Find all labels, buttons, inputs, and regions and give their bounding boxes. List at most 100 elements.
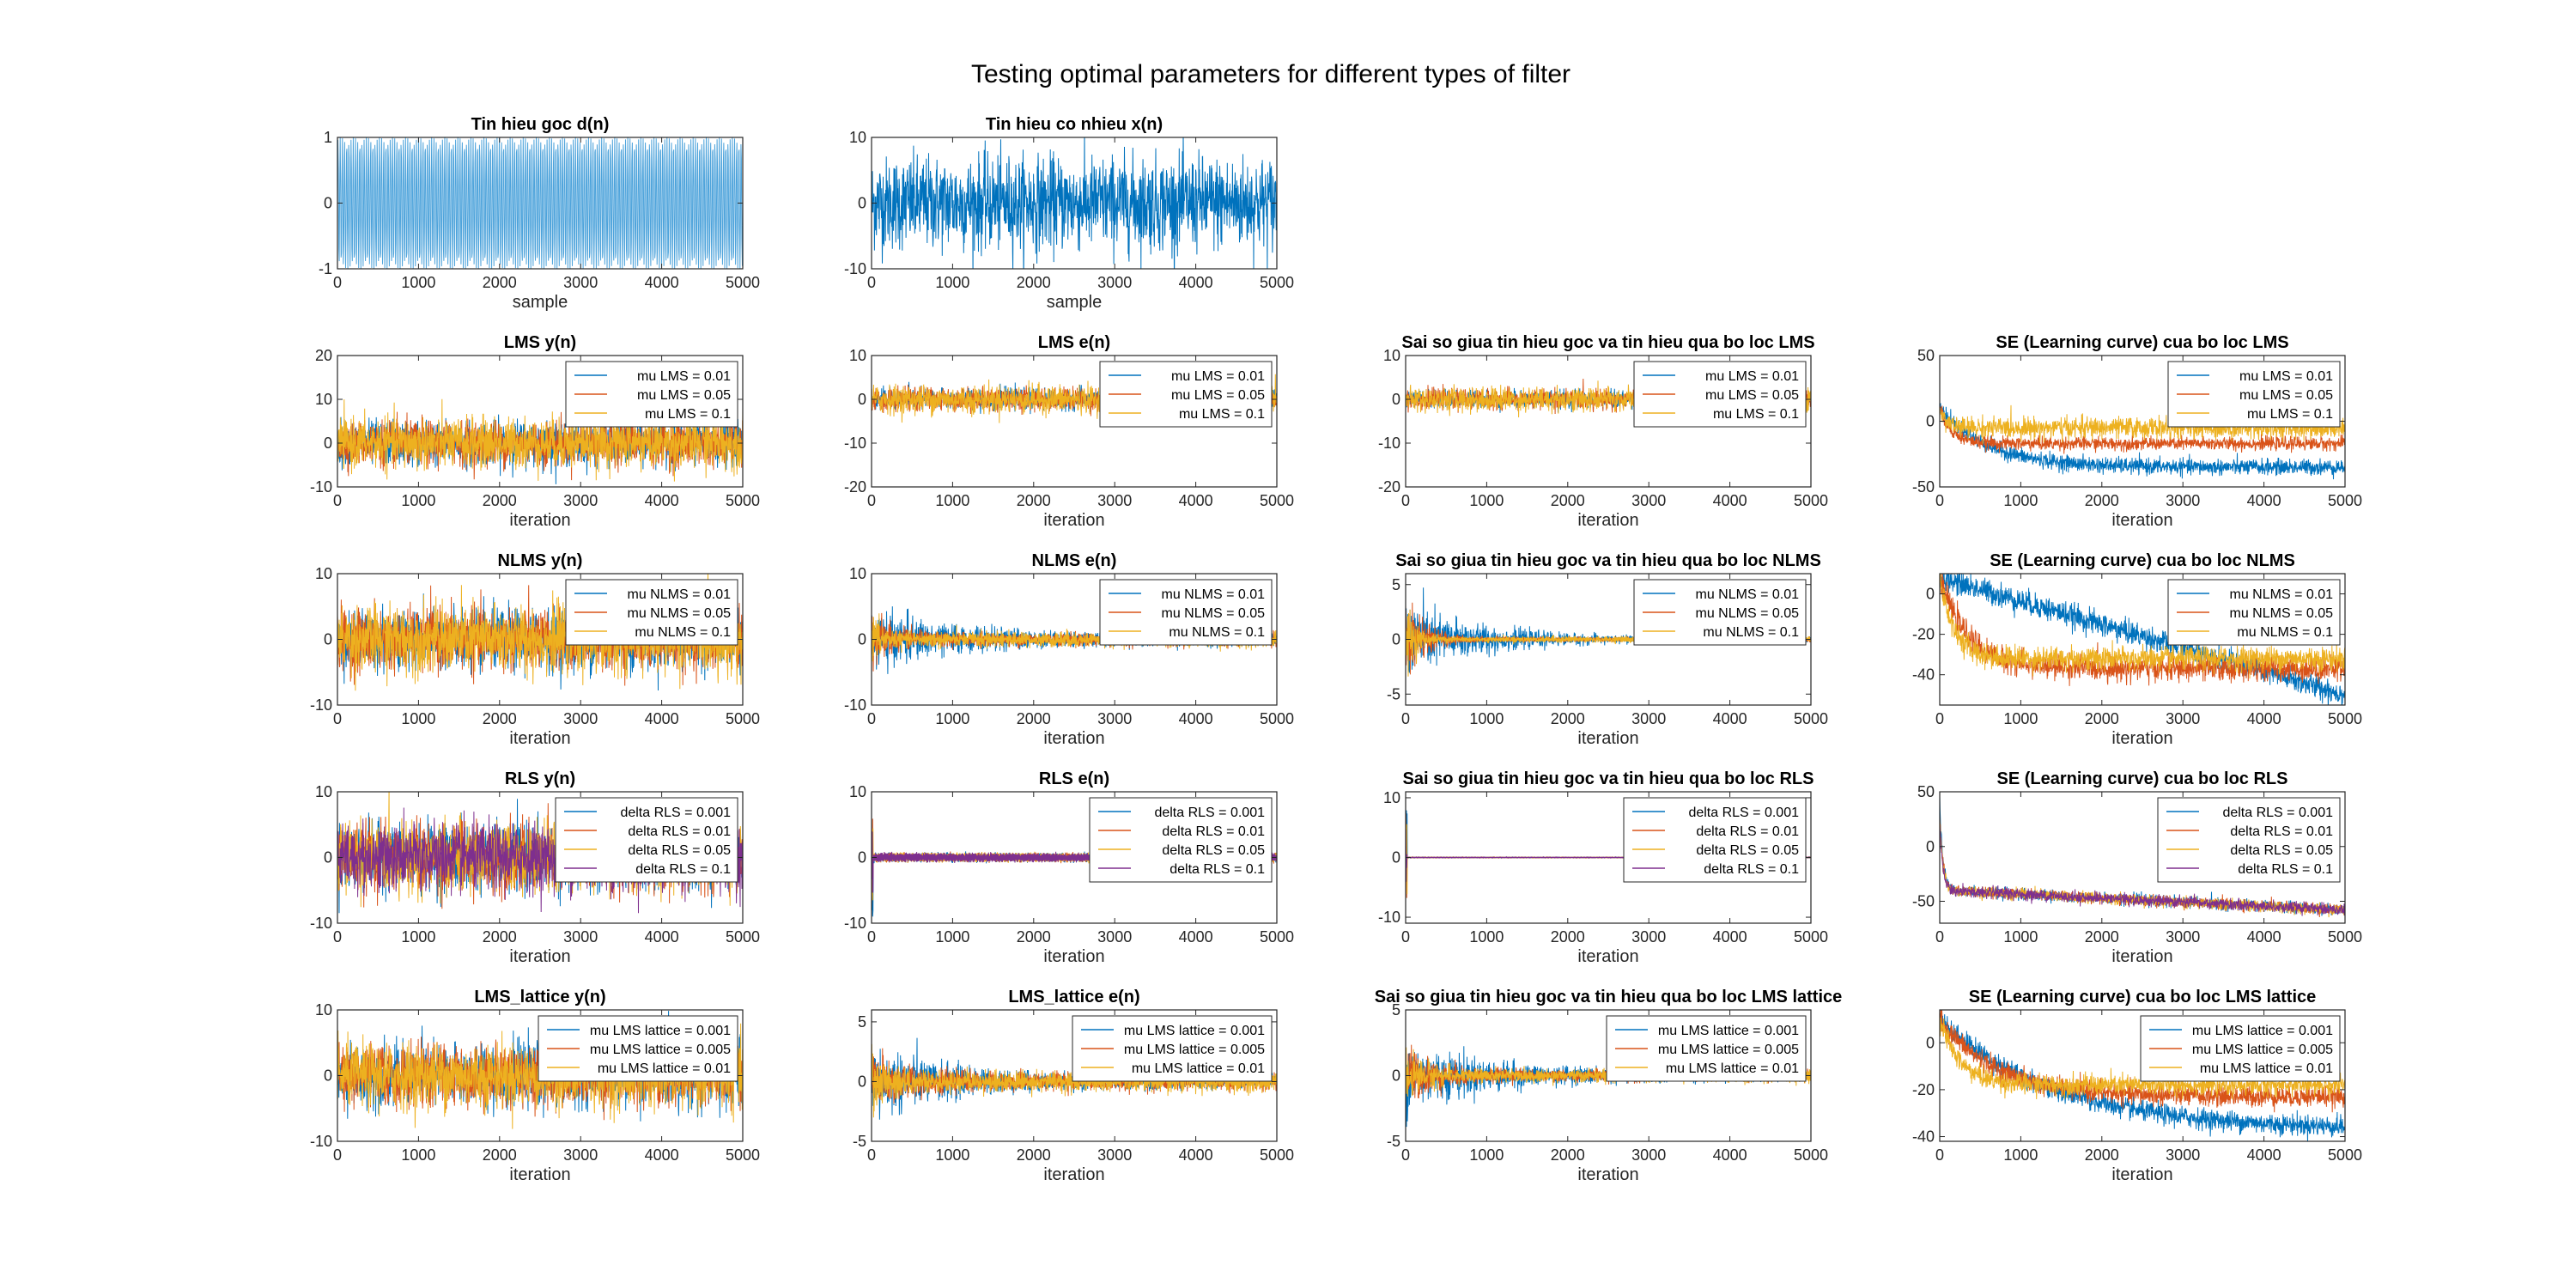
x-tick-label: 5000 bbox=[1260, 492, 1294, 509]
series-line-4 bbox=[1940, 825, 2345, 916]
y-tick-label: -10 bbox=[310, 1133, 332, 1150]
x-tick-label: 1000 bbox=[1469, 492, 1504, 509]
x-tick-label: 4000 bbox=[1179, 1146, 1213, 1164]
subplot-title: SE (Learning curve) cua bo loc RLS bbox=[1997, 769, 2288, 788]
x-tick-label: 1000 bbox=[2003, 710, 2038, 727]
y-tick-label: -20 bbox=[1378, 478, 1400, 496]
x-tick-label: 3000 bbox=[563, 492, 598, 509]
series-line-3 bbox=[1940, 574, 2345, 679]
x-tick-label: 2000 bbox=[483, 710, 517, 727]
series-group bbox=[1940, 1010, 2345, 1141]
y-tick-label: -10 bbox=[310, 915, 332, 932]
x-tick-label: 3000 bbox=[2166, 928, 2200, 946]
x-tick-label: 5000 bbox=[1260, 1146, 1294, 1164]
x-tick-label: 4000 bbox=[645, 710, 679, 727]
y-tick-label: 0 bbox=[1926, 586, 1935, 603]
x-tick-label: 0 bbox=[867, 710, 876, 727]
x-tick-label: 5000 bbox=[1260, 274, 1294, 291]
legend-entry: delta RLS = 0.1 bbox=[635, 862, 731, 877]
x-tick-label: 3000 bbox=[563, 928, 598, 946]
legend-entry: delta RLS = 0.001 bbox=[1154, 806, 1265, 820]
x-tick-label: 0 bbox=[867, 492, 876, 509]
x-tick-label: 2000 bbox=[1551, 492, 1585, 509]
y-tick-label: 0 bbox=[1926, 838, 1935, 855]
y-tick-label: 10 bbox=[1383, 789, 1400, 806]
series-line-1 bbox=[337, 137, 743, 269]
x-tick-label: 2000 bbox=[2085, 1146, 2119, 1164]
x-tick-label: 4000 bbox=[1713, 710, 1747, 727]
x-tick-label: 1000 bbox=[401, 1146, 435, 1164]
legend-entry: delta RLS = 0.1 bbox=[2238, 862, 2333, 877]
legend-entry: mu LMS lattice = 0.01 bbox=[1132, 1061, 1265, 1076]
legend-entry: mu NLMS = 0.01 bbox=[1696, 587, 1800, 602]
y-tick-label: 5 bbox=[858, 1013, 866, 1031]
x-tick-label: 0 bbox=[1935, 710, 1944, 727]
x-axis-label: iteration bbox=[1043, 511, 1104, 530]
y-tick-label: 10 bbox=[315, 783, 332, 800]
x-tick-label: 2000 bbox=[483, 274, 517, 291]
legend-entry: mu LMS lattice = 0.005 bbox=[2192, 1043, 2333, 1057]
y-tick-label: 0 bbox=[858, 849, 866, 866]
axes-frame bbox=[1405, 355, 1812, 488]
y-tick-label: 5 bbox=[1392, 1001, 1400, 1018]
legend: mu LMS = 0.01 mu LMS = 0.05 mu LMS = 0.1 bbox=[1099, 361, 1273, 428]
y-tick-label: -10 bbox=[844, 260, 866, 277]
x-tick-label: 3000 bbox=[2166, 1146, 2200, 1164]
x-tick-label: 0 bbox=[333, 274, 342, 291]
legend: mu LMS = 0.01 mu LMS = 0.05 mu LMS = 0.1 bbox=[2167, 361, 2341, 428]
y-tick-label: 0 bbox=[858, 391, 866, 408]
x-tick-label: 5000 bbox=[1794, 1146, 1828, 1164]
y-tick-label: 0 bbox=[1392, 849, 1400, 866]
series-line-1 bbox=[1940, 403, 2345, 480]
x-tick-label: 1000 bbox=[1469, 710, 1504, 727]
x-axis-label: iteration bbox=[1577, 729, 1638, 748]
x-tick-label: 1000 bbox=[935, 710, 969, 727]
legend-entry: mu LMS = 0.05 bbox=[637, 388, 731, 403]
y-tick-label: 10 bbox=[315, 1001, 332, 1018]
subplot-title: NLMS y(n) bbox=[498, 551, 583, 570]
legend: mu LMS = 0.01 mu LMS = 0.05 mu LMS = 0.1 bbox=[565, 361, 738, 428]
legend-entry: mu LMS = 0.05 bbox=[2239, 388, 2333, 403]
subplot-title: LMS_lattice y(n) bbox=[474, 988, 605, 1006]
legend-entry: mu NLMS = 0.05 bbox=[628, 606, 732, 621]
x-tick-label: 4000 bbox=[1179, 710, 1213, 727]
y-tick-label: -40 bbox=[1912, 666, 1935, 684]
legend-entry: delta RLS = 0.05 bbox=[1696, 843, 1799, 858]
x-tick-label: 3000 bbox=[1631, 928, 1666, 946]
axes-frame bbox=[1939, 1009, 2346, 1142]
legend: mu LMS lattice = 0.001 mu LMS lattice = 0… bbox=[1606, 1015, 1807, 1082]
x-tick-label: 3000 bbox=[1631, 1146, 1666, 1164]
y-tick-label: 0 bbox=[1392, 1067, 1400, 1085]
legend-entry: mu NLMS = 0.05 bbox=[1162, 606, 1266, 621]
x-axis-label: iteration bbox=[2111, 511, 2172, 530]
x-tick-label: 3000 bbox=[1097, 710, 1132, 727]
y-tick-label: 10 bbox=[849, 783, 866, 800]
x-tick-label: 3000 bbox=[1097, 928, 1132, 946]
x-tick-label: 2000 bbox=[2085, 492, 2119, 509]
legend-entry: mu LMS = 0.1 bbox=[1713, 407, 1799, 422]
legend-entry: delta RLS = 0.01 bbox=[2230, 824, 2333, 839]
x-axis-label: iteration bbox=[2111, 729, 2172, 748]
x-tick-label: 1000 bbox=[401, 492, 435, 509]
x-tick-label: 0 bbox=[1935, 492, 1944, 509]
x-tick-label: 5000 bbox=[2328, 1146, 2362, 1164]
x-tick-label: 5000 bbox=[1794, 710, 1828, 727]
x-tick-label: 5000 bbox=[726, 710, 760, 727]
legend-entry: mu LMS = 0.01 bbox=[1705, 369, 1799, 384]
axes-frame bbox=[871, 1009, 1278, 1142]
y-tick-label: 0 bbox=[858, 631, 866, 648]
y-tick-label: 10 bbox=[315, 391, 332, 408]
y-tick-label: -5 bbox=[1387, 685, 1400, 702]
x-axis-label: sample bbox=[1047, 293, 1102, 312]
y-tick-label: 0 bbox=[1392, 391, 1400, 408]
y-tick-label: 10 bbox=[849, 347, 866, 364]
x-tick-label: 1000 bbox=[935, 1146, 969, 1164]
series-line-2 bbox=[1940, 405, 2345, 454]
y-tick-label: -10 bbox=[310, 696, 332, 714]
y-tick-label: -50 bbox=[1912, 478, 1935, 496]
